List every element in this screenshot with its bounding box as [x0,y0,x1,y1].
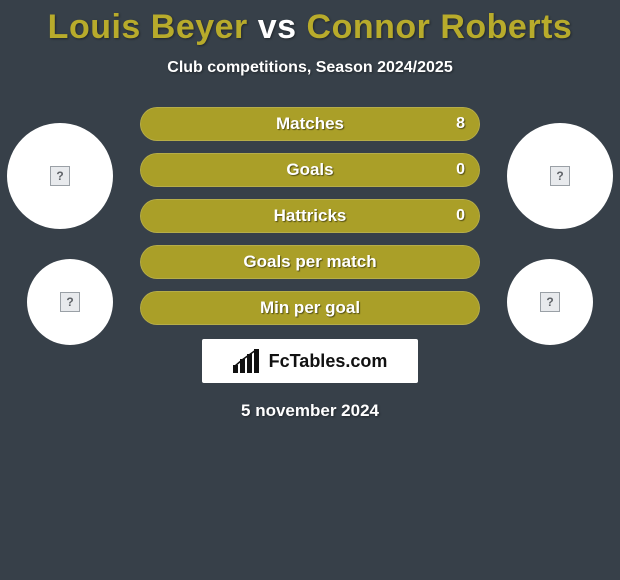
stat-row: Goals per match [140,245,480,279]
stat-row: Goals 0 [140,153,480,187]
stat-right-value: 0 [442,200,479,232]
stat-label: Goals [141,154,479,186]
stats-list: Matches 8 Goals 0 Hattricks 0 Goals per … [140,107,480,325]
stat-label: Hattricks [141,200,479,232]
stat-label: Matches [141,108,479,140]
placeholder-image-icon: ? [60,292,80,312]
stat-row: Hattricks 0 [140,199,480,233]
brand-wrap: FcTables.com [0,339,620,383]
title-player1: Louis Beyer [48,8,248,46]
stat-row: Min per goal [140,291,480,325]
player2-photo-circle: ? [507,123,613,229]
stat-right-value [451,292,479,324]
stat-right-value: 0 [442,154,479,186]
subtitle: Club competitions, Season 2024/2025 [0,59,620,77]
player1-club-circle: ? [27,259,113,345]
page-title: Louis Beyer vs Connor Roberts [0,0,620,47]
stat-label: Goals per match [141,246,479,278]
stat-row: Matches 8 [140,107,480,141]
stat-label: Min per goal [141,292,479,324]
player1-photo-circle: ? [7,123,113,229]
placeholder-image-icon: ? [540,292,560,312]
date-text: 5 november 2024 [0,401,620,421]
brand-badge: FcTables.com [202,339,418,383]
title-player2: Connor Roberts [307,8,573,46]
bar-chart-icon [233,349,263,373]
player2-club-circle: ? [507,259,593,345]
placeholder-image-icon: ? [550,166,570,186]
stat-right-value: 8 [442,108,479,140]
stat-right-value [451,246,479,278]
brand-text: FcTables.com [269,351,388,372]
placeholder-image-icon: ? [50,166,70,186]
title-vs-text: vs [258,8,297,46]
